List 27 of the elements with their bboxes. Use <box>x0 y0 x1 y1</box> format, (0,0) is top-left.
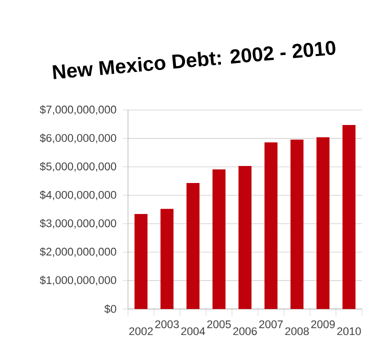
x-tick-label: 2007 <box>259 320 283 328</box>
x-tick-label: 2009 <box>311 320 335 328</box>
y-tick-label: $6,000,000,000 <box>40 134 116 144</box>
bar <box>134 214 148 309</box>
bar <box>160 208 174 309</box>
y-tick-label: $5,000,000,000 <box>40 162 116 172</box>
x-tick-label: 2003 <box>155 320 179 328</box>
x-tick-label: 2005 <box>207 320 231 328</box>
x-tick-label: 2010 <box>337 327 361 336</box>
y-tick-label: $4,000,000,000 <box>40 190 116 200</box>
bar <box>290 140 304 309</box>
x-tick-label: 2006 <box>233 327 257 336</box>
bar <box>342 125 356 309</box>
bar <box>186 183 200 309</box>
y-tick-label: $2,000,000,000 <box>40 247 116 257</box>
x-tick-label: 2004 <box>181 327 205 336</box>
bar <box>316 137 330 309</box>
y-tick-label: $0 <box>104 304 116 314</box>
y-tick-label: $1,000,000,000 <box>40 276 116 286</box>
chart-title: New Mexico Debt: 2002 - 2010 <box>52 40 336 80</box>
bar <box>212 169 226 309</box>
x-tick-label: 2008 <box>285 327 309 336</box>
y-tick-label: $7,000,000,000 <box>40 105 116 115</box>
y-tick-label: $3,000,000,000 <box>40 218 116 229</box>
bar <box>238 166 252 309</box>
x-tick-label: 2002 <box>129 327 153 336</box>
bar <box>264 142 278 309</box>
